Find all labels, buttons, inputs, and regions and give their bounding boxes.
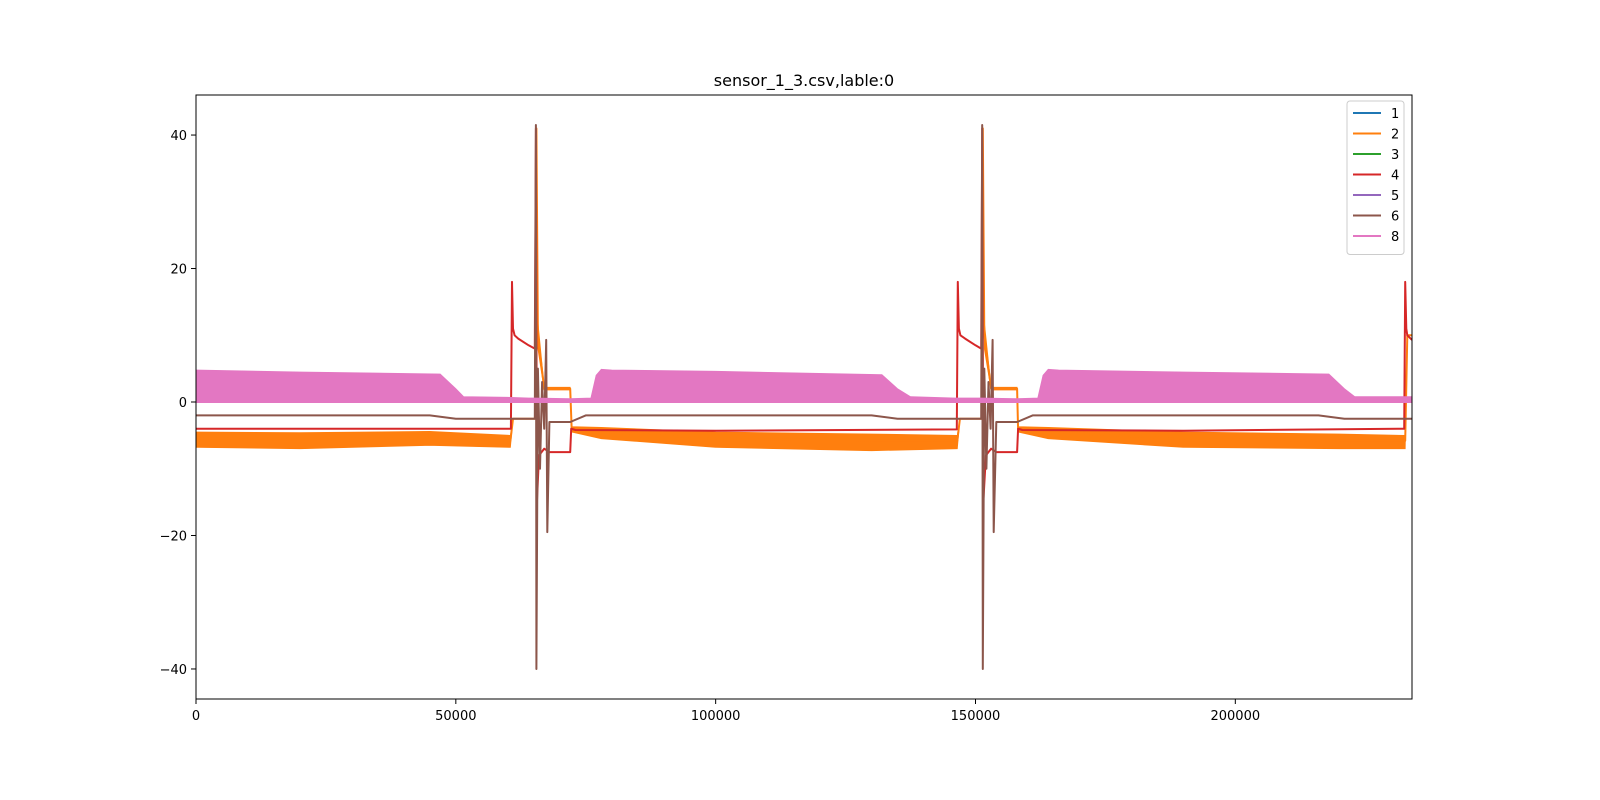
legend-label-1: 1 (1391, 107, 1399, 122)
chart-title: sensor_1_3.csv,lable:0 (714, 71, 894, 91)
series-6-line (196, 124, 1412, 670)
series-8 (196, 368, 1412, 403)
legend-label-3: 3 (1391, 148, 1399, 163)
legend-label-4: 4 (1391, 169, 1399, 184)
series-4-line (196, 127, 1412, 504)
x-tick-label: 200000 (1210, 709, 1260, 724)
legend-label-2: 2 (1391, 128, 1399, 143)
y-tick-label: 40 (170, 129, 187, 144)
legend-label-5: 5 (1391, 189, 1399, 204)
series-layer (196, 124, 1412, 670)
series-8-band (196, 368, 1412, 403)
y-tick-label: −40 (160, 663, 187, 678)
x-tick-label: 100000 (691, 709, 741, 724)
legend-label-8: 8 (1391, 230, 1399, 245)
y-tick-label: −20 (160, 529, 187, 544)
series-4 (196, 127, 1412, 504)
series-6 (196, 124, 1412, 670)
x-tick-label: 50000 (435, 709, 476, 724)
plot-frame (195, 94, 1413, 700)
x-tick-label: 150000 (951, 709, 1001, 724)
y-tick-label: 20 (170, 263, 187, 278)
x-tick-label: 0 (192, 709, 200, 724)
axes-layer: 0 50000 100000 150000 200000 −40 −20 0 20 40 (160, 129, 1261, 724)
legend-label-6: 6 (1391, 210, 1399, 225)
y-tick-label: 0 (179, 396, 187, 411)
legend: 1 2 3 4 5 6 8 (1346, 100, 1405, 255)
